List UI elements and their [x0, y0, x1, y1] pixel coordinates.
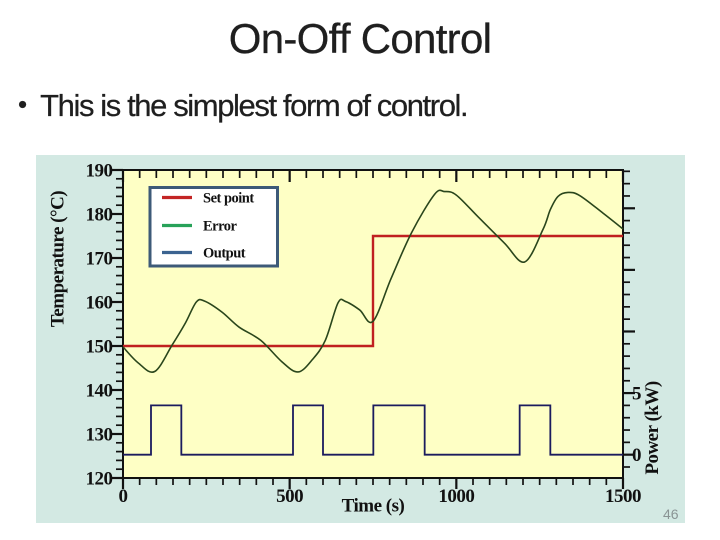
power-axis-tick-label: 0	[632, 445, 641, 466]
x-axis-title: Time (s)	[342, 496, 405, 517]
slide-title: On-Off Control	[228, 15, 493, 62]
series-output	[123, 404, 623, 456]
y-axis-tick-label: 130	[86, 425, 113, 446]
power-axis-tick-label: 5	[632, 384, 641, 405]
y-axis-tick-label: 140	[86, 381, 113, 402]
x-axis-tick-label: 0	[119, 486, 128, 507]
legend-label-error: Error	[203, 219, 238, 235]
series-error	[122, 189, 624, 373]
legend-label-set-point: Set point	[203, 191, 254, 207]
x-axis-tick-label: 500	[276, 486, 303, 507]
control-chart-image: 120 130 140 150 160 170 180 190 0 500 1000 1500 0 5 Ti…	[36, 155, 685, 523]
slide-page-number: 46	[663, 506, 679, 522]
x-axis-tick-label: 1000	[438, 486, 474, 507]
bullet-marker: •	[18, 89, 28, 119]
y-axis-tick-label: 160	[86, 293, 113, 314]
y-axis-tick-label: 180	[86, 205, 113, 226]
bullet-text: This is the simplest form of control.	[40, 88, 469, 123]
on-off-control-chart: 120 130 140 150 160 170 180 190 0 500 1000 1500 0 5 Ti…	[36, 155, 685, 523]
y-axis-tick-label: 190	[86, 161, 113, 182]
legend-label-output: Output	[203, 246, 246, 262]
y-axis-tick-label: 170	[86, 249, 113, 270]
power-axis-title: Power (kW)	[642, 381, 663, 474]
legend: Set point Error Output	[148, 186, 279, 268]
y-axis-tick-label: 150	[86, 337, 113, 358]
plot-frame	[122, 169, 624, 479]
bullet-line: • This is the simplest form of control.	[18, 88, 469, 123]
y-axis-tick-label: 120	[86, 469, 113, 490]
x-axis-tick-label: 1500	[605, 486, 641, 507]
y-axis-title: Temperature (°C)	[48, 191, 69, 327]
